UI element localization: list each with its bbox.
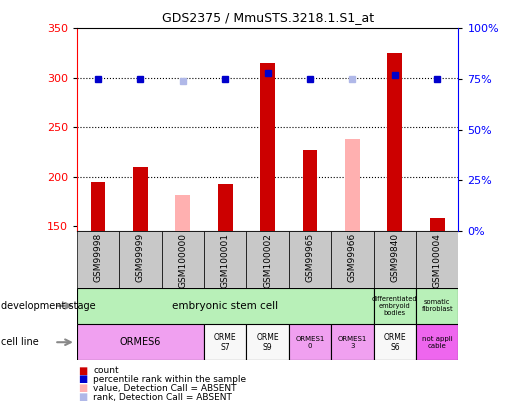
Text: GSM100002: GSM100002 (263, 233, 272, 288)
Bar (416, 288, 458, 324)
Bar (430, 218, 445, 231)
Bar (77, 288, 374, 324)
Text: embryonic stem cell: embryonic stem cell (172, 301, 278, 311)
Bar (204, 231, 246, 288)
Text: ORME
S9: ORME S9 (257, 333, 279, 352)
Text: rank, Detection Call = ABSENT: rank, Detection Call = ABSENT (93, 393, 232, 402)
Bar (175, 195, 190, 231)
Text: GSM99840: GSM99840 (391, 233, 399, 282)
Text: GSM99965: GSM99965 (306, 233, 314, 282)
Bar (77, 231, 119, 288)
Bar (303, 150, 317, 231)
Bar (387, 53, 402, 231)
Text: ORME
S6: ORME S6 (384, 333, 406, 352)
Text: ORMES1
3: ORMES1 3 (338, 336, 367, 349)
Text: cell line: cell line (1, 337, 39, 347)
Bar (374, 288, 416, 324)
Bar (374, 231, 416, 288)
Text: count: count (93, 366, 119, 375)
Bar (246, 324, 289, 360)
Bar (331, 324, 374, 360)
Text: GSM99966: GSM99966 (348, 233, 357, 282)
Text: development stage: development stage (1, 301, 96, 311)
Bar (416, 231, 458, 288)
Text: GSM100000: GSM100000 (179, 233, 187, 288)
Text: ORME
S7: ORME S7 (214, 333, 236, 352)
Bar (260, 63, 275, 231)
Bar (133, 166, 148, 231)
Text: percentile rank within the sample: percentile rank within the sample (93, 375, 246, 384)
Bar (331, 231, 374, 288)
Text: GSM100001: GSM100001 (221, 233, 229, 288)
Text: differentiated
embryoid
bodies: differentiated embryoid bodies (372, 296, 418, 316)
Bar (218, 184, 233, 231)
Bar (289, 231, 331, 288)
Bar (204, 324, 246, 360)
Text: ORMES6: ORMES6 (120, 337, 161, 347)
Bar (246, 231, 289, 288)
Text: ■: ■ (78, 392, 87, 402)
Text: ORMES1
0: ORMES1 0 (295, 336, 325, 349)
Text: somatic
fibroblast: somatic fibroblast (421, 299, 453, 312)
Text: GSM99998: GSM99998 (94, 233, 102, 282)
Bar (345, 139, 360, 231)
Text: ■: ■ (78, 366, 87, 375)
Text: ■: ■ (78, 384, 87, 393)
Bar (119, 231, 162, 288)
Text: GSM100004: GSM100004 (433, 233, 441, 288)
Text: value, Detection Call = ABSENT: value, Detection Call = ABSENT (93, 384, 237, 393)
Bar (416, 324, 458, 360)
Bar (289, 324, 331, 360)
Bar (374, 324, 416, 360)
Bar (91, 182, 105, 231)
Text: not appli
cable: not appli cable (422, 336, 453, 349)
Text: ■: ■ (78, 375, 87, 384)
Text: GSM99999: GSM99999 (136, 233, 145, 282)
Title: GDS2375 / MmuSTS.3218.1.S1_at: GDS2375 / MmuSTS.3218.1.S1_at (162, 11, 374, 24)
Bar (162, 231, 204, 288)
Bar (77, 324, 204, 360)
